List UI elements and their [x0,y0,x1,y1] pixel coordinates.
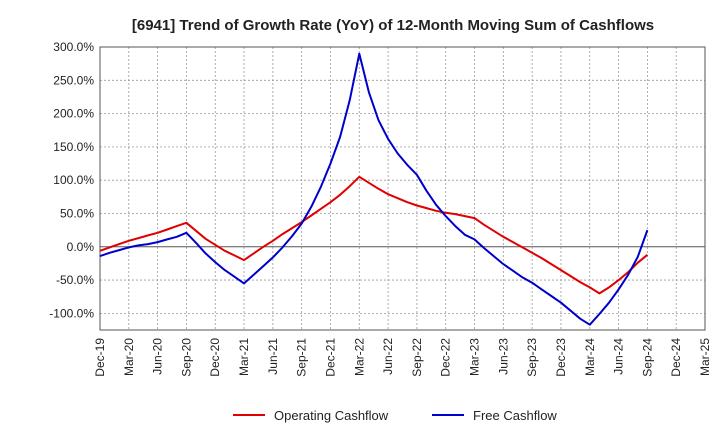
x-tick-label: Mar-21 [237,338,251,376]
x-tick-label: Jun-21 [266,338,280,375]
x-tick-label: Sep-21 [295,338,309,377]
x-tick-label: Dec-24 [669,338,683,377]
legend-label: Free Cashflow [473,408,557,423]
y-tick-label: -50.0% [56,273,94,287]
x-tick-label: Dec-19 [93,338,107,377]
y-tick-label: 300.0% [53,40,94,54]
x-tick-label: Mar-25 [698,338,712,376]
x-tick-label: Sep-24 [640,338,654,377]
axes: Dec-19 Mar-20 Jun-20 Sep-20 Dec-20 Mar-21 Jun-… [49,40,712,377]
y-tick-label: 50.0% [60,206,94,220]
grid [100,46,705,330]
legend: Operating Cashflow Free Cashflow [233,408,557,423]
chart-title: [6941] Trend of Growth Rate (YoY) of 12-… [132,17,654,34]
x-tick-label: Jun-23 [496,338,510,375]
x-tick-label: Dec-23 [554,338,568,377]
y-tick-label: 150.0% [53,140,94,154]
x-tick-label: Mar-23 [468,338,482,376]
x-tick-label: Jun-22 [381,338,395,375]
y-tick-label: -100.0% [49,306,94,320]
x-tick-label: Sep-22 [410,338,424,377]
x-tick-label: Mar-22 [352,338,366,376]
x-tick-label: Sep-20 [179,338,193,377]
plot-frame [99,46,706,331]
y-tick-label: 250.0% [53,73,94,87]
x-tick-label: Sep-23 [525,338,539,377]
series-layer [99,52,649,326]
x-tick-label: Jun-24 [612,338,626,375]
x-tick-label: Mar-24 [583,338,597,376]
legend-label: Operating Cashflow [274,408,389,423]
series-line-operating-cashflow [99,175,649,295]
series-line-free-cashflow [99,52,649,326]
x-tick-label: Dec-21 [323,338,337,377]
x-tick-label: Dec-22 [439,338,453,377]
x-tick-label: Mar-20 [122,338,136,376]
x-tick-label: Dec-20 [208,338,222,377]
y-tick-label: 100.0% [53,173,94,187]
y-tick-label: 0.0% [67,240,95,254]
y-tick-label: 200.0% [53,107,94,121]
x-tick-label: Jun-20 [151,338,165,375]
